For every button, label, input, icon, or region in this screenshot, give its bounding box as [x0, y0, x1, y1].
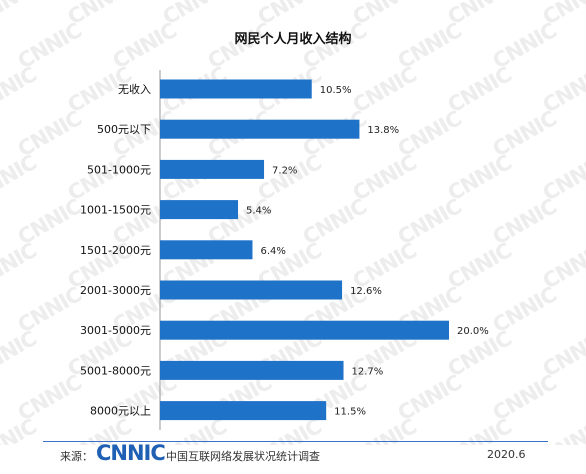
- bar: [160, 240, 253, 260]
- data-label: 6.4%: [260, 246, 285, 257]
- chart-title: 网民个人月收入结构: [234, 32, 352, 47]
- bar: [160, 79, 312, 99]
- source-label: 来源：: [60, 450, 93, 463]
- data-label: 10.5%: [320, 85, 352, 96]
- report-date: 2020.6: [487, 448, 526, 461]
- data-label: 11.5%: [334, 407, 366, 418]
- bar: [160, 200, 239, 220]
- category-label: 5001-8000元: [80, 364, 151, 377]
- data-label: 5.4%: [246, 206, 271, 217]
- survey-name: 中国互联网络发展状况统计调查: [166, 450, 320, 463]
- category-label: 1501-2000元: [80, 244, 151, 257]
- data-label: 7.2%: [272, 165, 297, 176]
- category-label: 无收入: [118, 82, 151, 96]
- bar: [160, 360, 344, 380]
- data-label: 12.6%: [350, 286, 382, 297]
- bar: [160, 401, 327, 421]
- category-label: 2001-3000元: [80, 284, 151, 297]
- bar: [160, 159, 265, 179]
- category-label: 501-1000元: [87, 163, 151, 176]
- category-label: 3001-5000元: [80, 324, 151, 337]
- bar: [160, 119, 360, 139]
- category-label: 500元以下: [97, 123, 151, 136]
- bar: [160, 320, 449, 340]
- cnnic-logo: CNNIC: [96, 441, 166, 465]
- bar: [160, 280, 343, 300]
- category-label: 1001-1500元: [80, 204, 151, 217]
- category-label: 8000元以上: [90, 405, 151, 418]
- footer-divider: [43, 441, 548, 442]
- data-label: 20.0%: [457, 326, 489, 337]
- data-label: 13.8%: [367, 125, 399, 136]
- data-label: 12.7%: [352, 366, 384, 377]
